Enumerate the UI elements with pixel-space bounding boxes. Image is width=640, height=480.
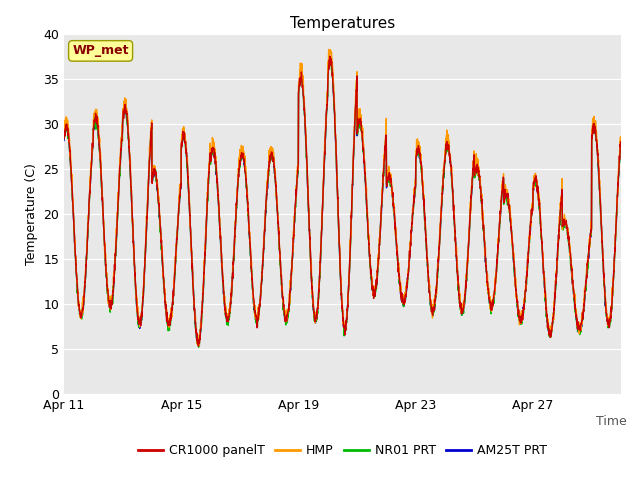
Title: Temperatures: Temperatures [290, 16, 395, 31]
Legend: CR1000 panelT, HMP, NR01 PRT, AM25T PRT: CR1000 panelT, HMP, NR01 PRT, AM25T PRT [132, 440, 552, 462]
Text: WP_met: WP_met [72, 44, 129, 58]
Text: Time: Time [596, 415, 627, 428]
Y-axis label: Temperature (C): Temperature (C) [25, 163, 38, 264]
